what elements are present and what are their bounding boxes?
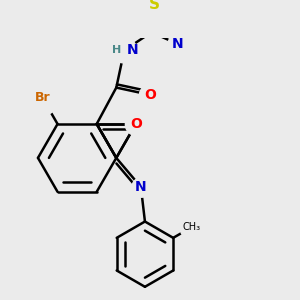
Text: N: N [171, 37, 183, 51]
Text: N: N [135, 180, 147, 194]
Text: N: N [127, 44, 139, 57]
Text: CH₃: CH₃ [183, 222, 201, 232]
Text: Br: Br [34, 91, 50, 104]
Text: O: O [130, 117, 142, 131]
Text: H: H [112, 45, 121, 56]
Text: S: S [149, 0, 160, 12]
Text: O: O [144, 88, 156, 102]
